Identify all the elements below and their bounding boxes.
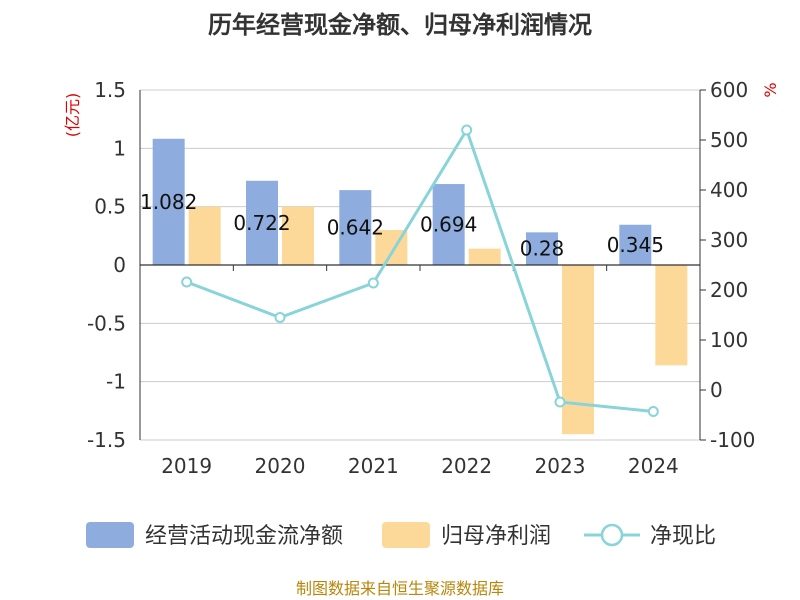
right-tick-label: -100 (710, 428, 755, 452)
ratio-point (554, 396, 566, 408)
right-tick-label: 600 (710, 78, 748, 102)
legend: 经营活动现金流净额 归母净利润 净现比 (86, 522, 716, 549)
ratio-point (181, 276, 193, 288)
right-axis-unit: % (761, 82, 780, 97)
ratio-line-path (186, 126, 654, 413)
bar-cashflow (619, 224, 652, 265)
data-label: 0.722 (233, 211, 290, 235)
legend-label-net-profit: 归母净利润 (441, 524, 551, 549)
bar-net-profit (655, 265, 688, 366)
bar-cashflow (339, 190, 372, 265)
data-label: 1.082 (140, 190, 197, 214)
legend-label-ratio: 净现比 (650, 524, 716, 549)
bar-cashflow (152, 138, 185, 265)
right-tick-label: 0 (710, 378, 723, 402)
bar-cashflow (526, 232, 558, 265)
data-label: 0.694 (420, 213, 477, 237)
data-labels: 1.082 0.722 0.642 0.694 0.28 0.345 (140, 190, 664, 261)
x-tick-label: 2020 (255, 454, 306, 478)
source-note: 制图数据来自恒生聚源数据库 (296, 579, 504, 598)
ratio-point (367, 277, 379, 289)
bars (152, 138, 688, 435)
x-tick-label: 2023 (535, 454, 586, 478)
data-label: 0.345 (607, 233, 664, 257)
bar-cashflow (246, 180, 278, 265)
x-tick-label: 2019 (161, 454, 212, 478)
legend-swatch-cashflow (86, 522, 134, 548)
legend-swatch-net-profit (382, 522, 430, 548)
legend-label-cashflow: 经营活动现金流净额 (145, 524, 343, 549)
x-tick-label: 2024 (628, 454, 679, 478)
x-tick-label: 2022 (441, 454, 492, 478)
left-tick-label: -0.5 (87, 311, 126, 335)
left-tick-label: 0.5 (94, 195, 126, 219)
left-tick-label: 1 (113, 136, 126, 160)
left-tick-label: 0 (113, 253, 126, 277)
right-tick-label: 500 (710, 128, 748, 152)
left-tick-label: -1 (106, 370, 126, 394)
left-tick-label: 1.5 (94, 78, 126, 102)
right-tick-label: 100 (710, 328, 748, 352)
axes: 1.5 1 0.5 0 -0.5 -1 -1.5 600 500 400 300 200 100 0 -10… (87, 78, 755, 478)
right-tick-label: 400 (710, 178, 748, 202)
bar-cashflow (432, 184, 465, 265)
bar-net-profit (282, 206, 314, 265)
ratio-point (274, 312, 286, 323)
left-tick-label: -1.5 (87, 428, 126, 452)
ratio-line (181, 124, 659, 417)
data-label: 0.642 (327, 216, 384, 240)
right-tick-label: 300 (710, 228, 748, 252)
ratio-point (647, 406, 659, 417)
legend-swatch-ratio-marker (600, 523, 624, 547)
bar-net-profit (468, 248, 501, 265)
chart-title: 历年经营现金净额、归母净利润情况 (208, 11, 592, 39)
bar-net-profit (562, 265, 594, 435)
x-tick-label: 2021 (348, 454, 399, 478)
left-axis-unit: (亿元) (63, 93, 82, 138)
ratio-point (461, 124, 473, 136)
data-label: 0.28 (520, 237, 565, 261)
bar-net-profit (188, 206, 221, 265)
right-tick-label: 200 (710, 278, 748, 302)
